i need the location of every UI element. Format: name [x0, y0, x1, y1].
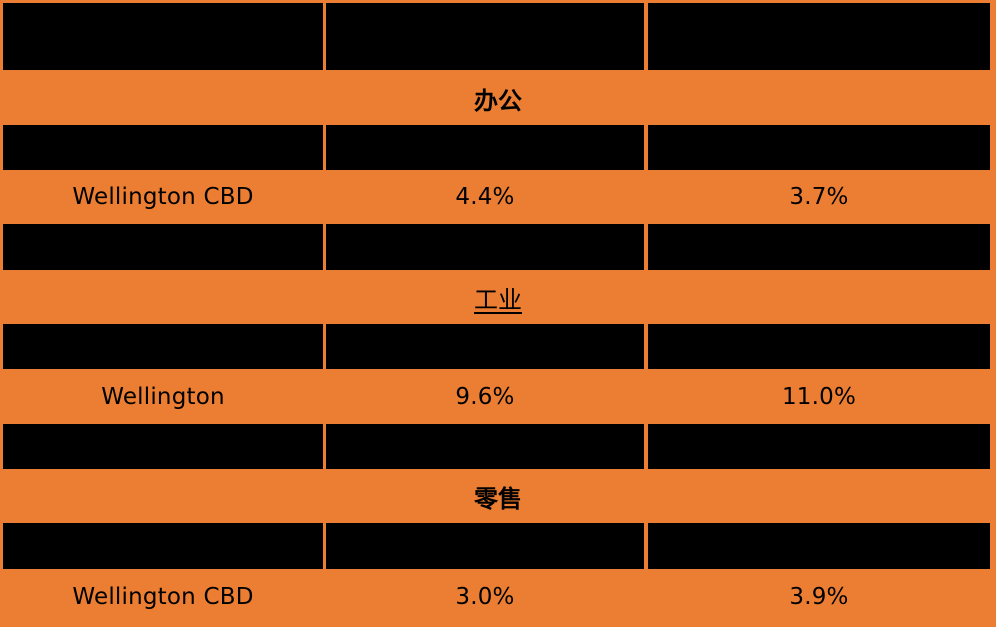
- table-row: Wellington CBD 4.4% 3.7%: [0, 172, 996, 222]
- spacer-row: [0, 424, 996, 469]
- value-cell-1: 3.0%: [455, 584, 515, 610]
- subheader-cell-1: [3, 523, 323, 569]
- section-title-industrial: 工业: [0, 272, 996, 322]
- subheader-row: [0, 324, 996, 369]
- subheader-row: [0, 523, 996, 569]
- header-cell-1: [3, 3, 323, 70]
- subheader-cell-3: [648, 523, 990, 569]
- spacer-cell-3: [648, 224, 990, 270]
- subheader-cell-3: [648, 324, 990, 369]
- header-cell-2: [326, 3, 644, 70]
- value-cell-1: 4.4%: [455, 184, 515, 210]
- spacer-row: [0, 224, 996, 270]
- market-cell: Wellington CBD: [72, 584, 254, 610]
- section-title-retail: 零售: [474, 485, 522, 513]
- subheader-cell-2: [326, 125, 644, 170]
- spacer-cell-2: [326, 224, 644, 270]
- subheader-cell-2: [326, 324, 644, 369]
- subheader-cell-1: [3, 324, 323, 369]
- subheader-cell-2: [326, 523, 644, 569]
- spacer-cell-2: [326, 424, 644, 469]
- subheader-cell-3: [648, 125, 990, 170]
- value-cell-2: 3.7%: [789, 184, 849, 210]
- spacer-cell-3: [648, 424, 990, 469]
- value-cell-2: 3.9%: [789, 584, 849, 610]
- market-cell: Wellington CBD: [72, 184, 254, 210]
- section-title-office: 办公: [474, 86, 522, 115]
- header-row: [0, 3, 996, 70]
- subheader-cell-1: [3, 125, 323, 170]
- market-cell: Wellington: [101, 384, 225, 410]
- section-title-text: 工业: [474, 285, 522, 314]
- spacer-cell-1: [3, 424, 323, 469]
- subheader-row: [0, 125, 996, 170]
- value-cell-2: 11.0%: [781, 384, 857, 410]
- table-row: Wellington CBD 3.0% 3.9%: [0, 571, 996, 623]
- spacer-cell-1: [3, 224, 323, 270]
- value-cell-1: 9.6%: [455, 384, 515, 410]
- table-row: Wellington 9.6% 11.0%: [0, 372, 996, 422]
- header-cell-3: [648, 3, 990, 70]
